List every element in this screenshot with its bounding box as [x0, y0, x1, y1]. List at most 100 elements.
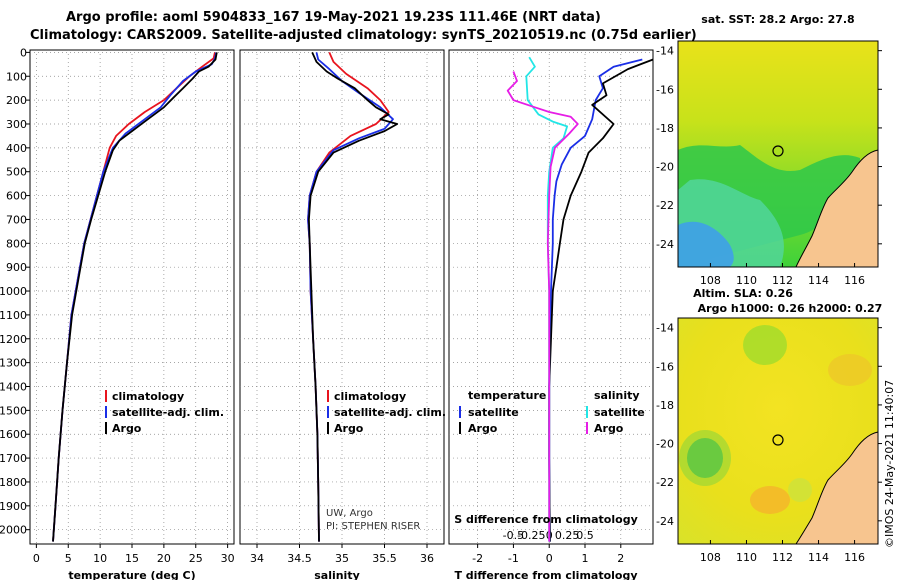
depth-tick-label: 100 [6, 70, 27, 83]
map-lat-label: -20 [656, 438, 674, 451]
map-lat-label: -18 [656, 122, 674, 135]
x-tick-label: 35 [335, 552, 349, 565]
series-climatology [307, 52, 390, 542]
title-line-1: Argo profile: aoml 5904833_167 19-May-20… [66, 10, 601, 25]
sst-map-title: sat. SST: 28.2 Argo: 27.8 [701, 13, 854, 26]
difference-panel-frame [448, 49, 654, 545]
sst-coldest-water [678, 221, 734, 267]
map-lon-label: 112 [772, 551, 793, 564]
map-lon-label: 116 [844, 274, 865, 287]
sla-map-title-2: Argo h1000: 0.26 h2000: 0.27 [698, 302, 883, 315]
depth-tick-label: 600 [6, 190, 27, 203]
depth-tick-label: 700 [6, 213, 27, 226]
x2-tick-label: 0.5 [576, 529, 594, 542]
x-tick-label: 0 [546, 552, 553, 565]
difference-legend: temperature salinity satellite Argo sate… [459, 389, 645, 435]
legend-label-argo: Argo [112, 422, 142, 435]
salinity-panel-frame [239, 49, 445, 545]
salinity-legend: climatology satellite-adj. clim. Argo UW… [326, 390, 446, 532]
map-lat-label: -22 [656, 199, 674, 212]
sst-map-axes: 108 110 112 114 116 -14 -16 -18 -20 -22 -24 [656, 45, 882, 287]
depth-tick-label: 300 [6, 118, 27, 131]
depth-tick-label: 1700 [0, 452, 27, 465]
depth-tick-label: 1400 [0, 380, 27, 393]
depth-tick-label: 1200 [0, 333, 27, 346]
x-tick-label: 34.5 [287, 552, 312, 565]
depth-axis: 0 100 200 300 400 500 600 700 800 900 1000 1100 1200… [0, 46, 30, 537]
legend-label-climatology: climatology [112, 390, 184, 403]
depth-tick-label: 200 [6, 94, 27, 107]
depth-tick-label: 1500 [0, 404, 27, 417]
series-t-argo [548, 58, 654, 542]
legend-label-s-satellite: satellite [594, 406, 645, 419]
x2-tick-label: 0.25 [555, 529, 580, 542]
difference-xlabel: T difference from climatology [454, 569, 637, 580]
depth-tick-label: 900 [6, 261, 27, 274]
map-lon-label: 116 [844, 551, 865, 564]
profile-lines [52, 52, 654, 542]
sla-map-frame [677, 317, 879, 545]
map-lat-label: -20 [656, 161, 674, 174]
x-tick-label: 10 [93, 552, 107, 565]
x-tick-label: 36 [420, 552, 434, 565]
depth-tick-label: 400 [6, 142, 27, 155]
map-lat-label: -14 [656, 322, 674, 335]
temperature-panel-frame [29, 49, 235, 545]
depth-tick-label: 1100 [0, 309, 27, 322]
x-tick-label: -2 [472, 552, 483, 565]
series-t-satellite [548, 58, 643, 542]
map-lon-label: 114 [808, 274, 829, 287]
series-argo [307, 52, 399, 542]
depth-tick-label: 1600 [0, 428, 27, 441]
sla-high-anomaly [750, 486, 790, 514]
x-tick-label: 20 [157, 552, 171, 565]
legend-title-temperature: temperature [468, 389, 546, 402]
map-lat-label: -16 [656, 83, 674, 96]
map-lon-label: 112 [772, 274, 793, 287]
sla-map-profile-marker [772, 434, 784, 446]
sla-map-title-1: Altim. SLA: 0.26 [693, 287, 793, 300]
sla-anomaly-ne [828, 354, 872, 386]
depth-tick-label: 1000 [0, 285, 27, 298]
sst-map-profile-marker [772, 145, 784, 157]
series-satellite-adj-clim- [52, 52, 218, 542]
sla-anomaly [788, 478, 812, 502]
map-lon-label: 114 [808, 551, 829, 564]
x-tick-label: 5 [65, 552, 72, 565]
salinity-note-2: PI: STEPHEN RISER [326, 521, 420, 532]
depth-tick-label: 1800 [0, 476, 27, 489]
map-lon-label: 110 [736, 551, 757, 564]
map-lat-label: -24 [656, 238, 674, 251]
sla-low-anomaly [743, 325, 787, 365]
legend-label-t-argo: Argo [468, 422, 498, 435]
map-lat-label: -16 [656, 360, 674, 373]
sla-map-axes: 108 110 112 114 116 -14 -16 -18 -20 -22 -24 [656, 322, 882, 564]
x-tick-label: 15 [125, 552, 139, 565]
legend-label-t-satellite: satellite [468, 406, 519, 419]
depth-tick-label: 0 [20, 46, 27, 59]
map-lon-label: 110 [736, 274, 757, 287]
salinity-note-1: UW, Argo [326, 508, 373, 519]
x-tick-label: 34 [250, 552, 264, 565]
difference-xlabel-secondary: S difference from climatology [454, 513, 638, 526]
temperature-legend: climatology satellite-adj. clim. Argo [105, 390, 224, 435]
salinity-xlabel: salinity [314, 569, 360, 580]
title-line-2: Climatology: CARS2009. Satellite-adjuste… [30, 28, 697, 43]
map-lon-label: 108 [700, 551, 721, 564]
series-s-satellite [525, 56, 568, 542]
x-axes: 0 5 10 15 20 25 30 34 34.5 35 35.5 36 -2 -1 0 1 2 -0.5-0.… [33, 529, 624, 565]
series-s-argo [506, 71, 579, 542]
depth-tick-label: 800 [6, 237, 27, 250]
legend-label-argo: Argo [334, 422, 364, 435]
x2-tick-label: -0.25 [517, 529, 545, 542]
x-tick-label: 1 [582, 552, 589, 565]
sla-low-halo [679, 430, 731, 486]
x-tick-label: 25 [189, 552, 203, 565]
x-tick-label: 30 [221, 552, 235, 565]
legend-title-salinity: salinity [594, 389, 640, 402]
x-tick-label: 2 [617, 552, 624, 565]
depth-tick-label: 1300 [0, 357, 27, 370]
map-lat-label: -22 [656, 476, 674, 489]
depth-tick-label: 1900 [0, 500, 27, 513]
